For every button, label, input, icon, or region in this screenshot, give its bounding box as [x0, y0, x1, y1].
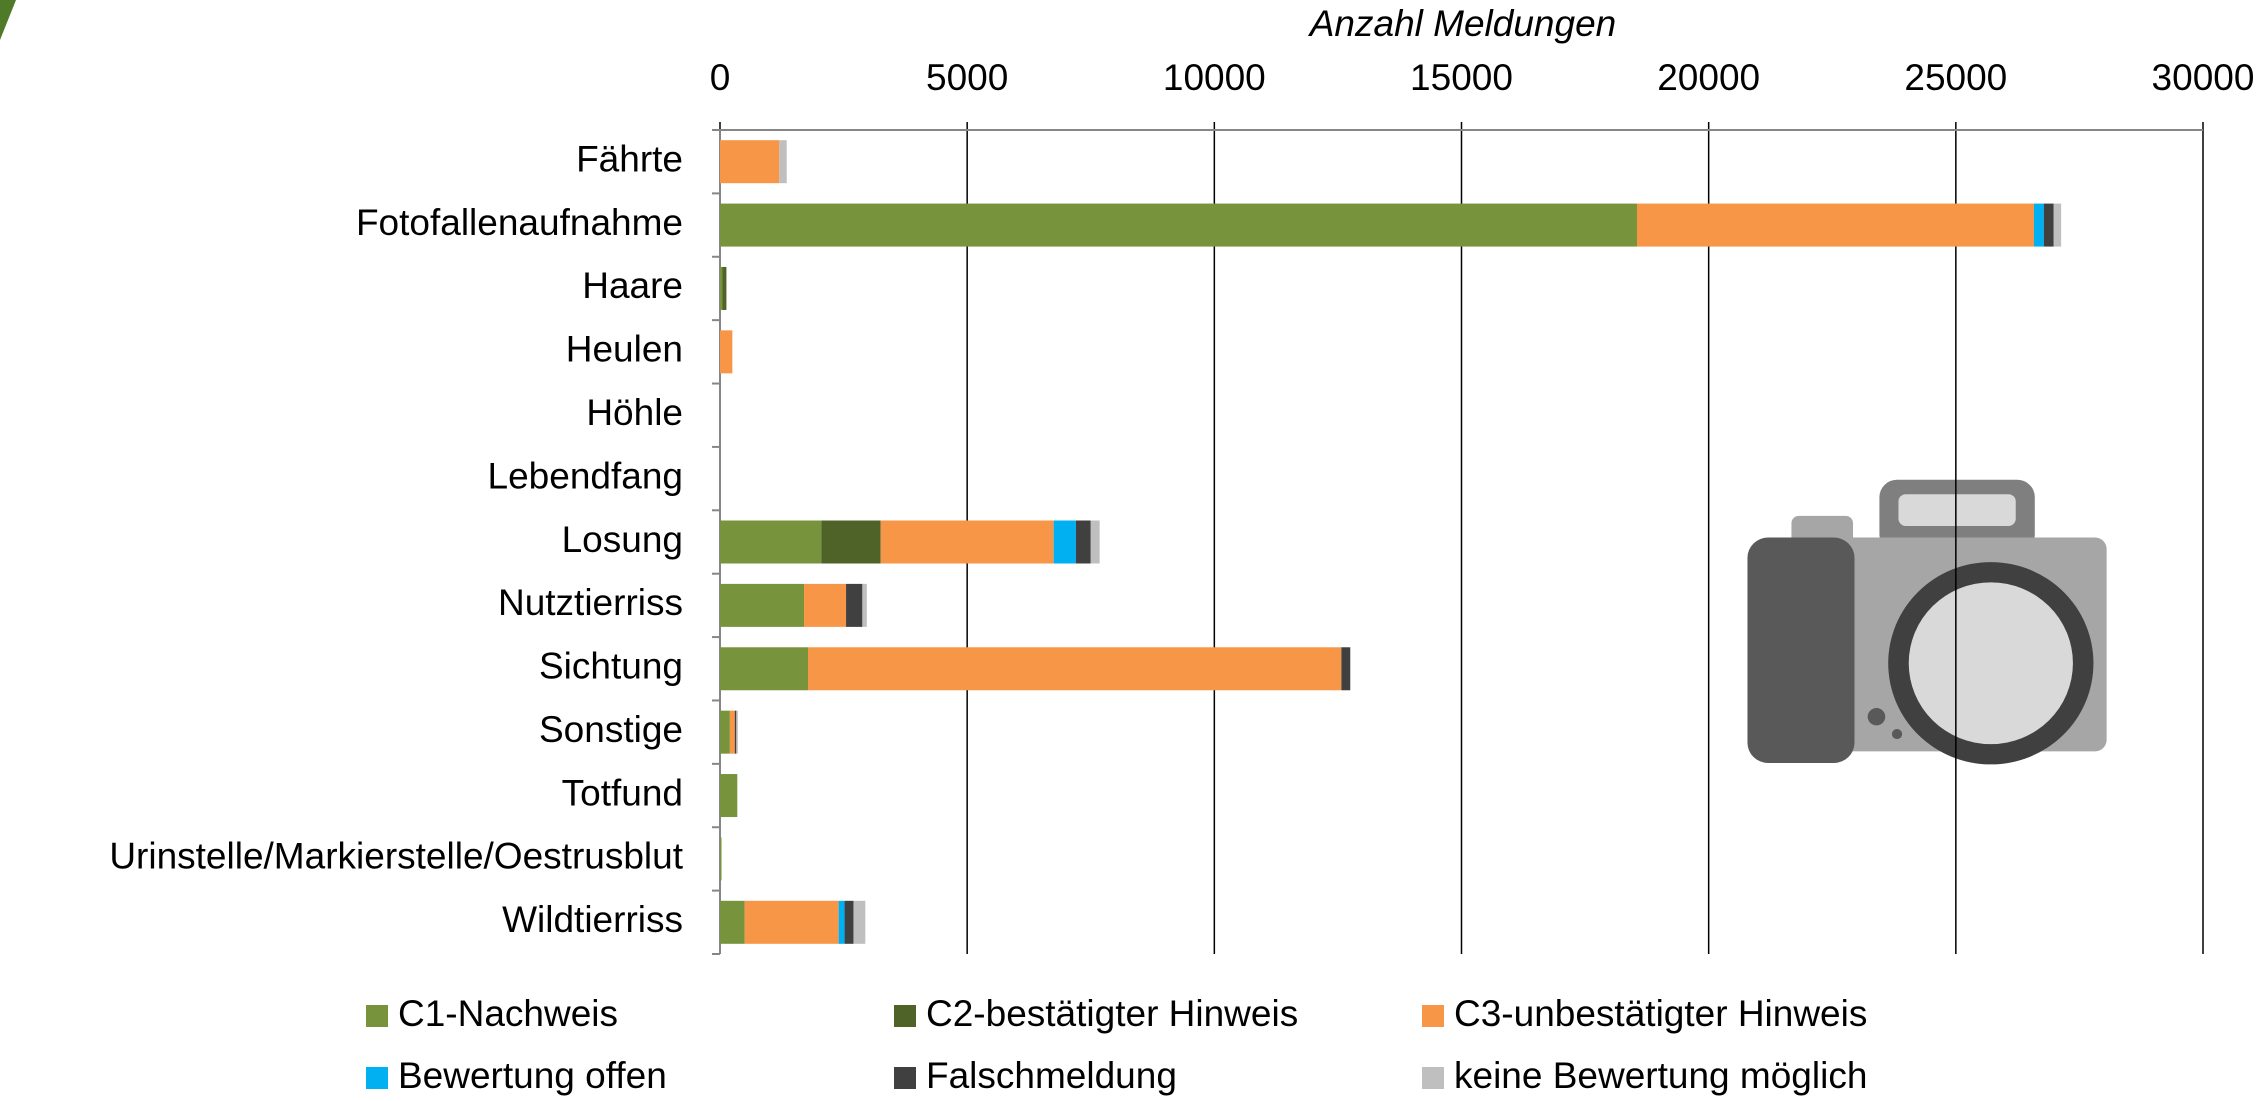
bar-segment — [844, 900, 854, 944]
bar-segment — [807, 647, 1342, 691]
y-tick-label: Wildtierriss — [502, 899, 683, 940]
x-tick-label: 10000 — [1163, 57, 1266, 98]
y-tick-label: Fährte — [576, 138, 683, 179]
bar-segment — [720, 774, 738, 818]
legend-label: C1-Nachweis — [398, 993, 618, 1034]
bar-segment — [2033, 203, 2044, 247]
legend-swatch — [366, 1005, 388, 1027]
y-tick-label: Sichtung — [539, 646, 683, 687]
y-tick-label: Heulen — [566, 329, 683, 370]
bar-segment — [734, 710, 737, 754]
y-tick-label: Totfund — [562, 772, 683, 813]
bar-segment — [1341, 647, 1351, 691]
bar-segment — [720, 140, 780, 184]
legend-swatch — [1422, 1067, 1444, 1089]
legend-swatch — [366, 1067, 388, 1089]
x-tick-label: 20000 — [1657, 57, 1760, 98]
legend-swatch — [894, 1005, 916, 1027]
x-tick-label: 0 — [710, 57, 731, 98]
y-tick-label: Nutztierriss — [498, 582, 683, 623]
x-axis-title: Anzahl Meldungen — [1308, 3, 1617, 44]
bar-segment — [729, 710, 735, 754]
x-tick-label: 30000 — [2152, 57, 2255, 98]
legend-swatch — [894, 1067, 916, 1089]
bar-segment — [2043, 203, 2054, 247]
y-tick-label: Lebendfang — [488, 455, 683, 496]
bar-segment — [736, 710, 738, 754]
camera-icon — [1747, 479, 2107, 765]
bar-segment — [720, 647, 808, 691]
y-tick-label: Urinstelle/Markierstelle/Oestrusblut — [109, 836, 683, 877]
legend-label: Falschmeldung — [926, 1055, 1177, 1096]
bar-segment — [720, 837, 722, 881]
bar-segment — [846, 583, 863, 627]
y-tick-label: Haare — [582, 265, 683, 306]
x-tick-label: 5000 — [926, 57, 1008, 98]
bar-segment — [720, 330, 733, 374]
bar-segment — [804, 583, 847, 627]
bar-segment — [720, 900, 745, 944]
bar-segment — [720, 203, 1637, 247]
bar-segment — [720, 266, 723, 310]
bar-segment — [862, 583, 867, 627]
y-tick-label: Losung — [562, 519, 683, 560]
bar-segment — [720, 520, 822, 564]
y-tick-label: Fotofallenaufnahme — [356, 202, 683, 243]
corner-decoration — [0, 0, 16, 40]
bar-segment — [880, 520, 1054, 564]
bar-segment — [2053, 203, 2062, 247]
legend-swatch — [1422, 1005, 1444, 1027]
bar-segment — [1636, 203, 2034, 247]
y-tick-label: Sonstige — [539, 709, 683, 750]
bar-segment — [853, 900, 866, 944]
x-tick-label: 15000 — [1410, 57, 1513, 98]
x-tick-label: 25000 — [1904, 57, 2007, 98]
bar-segment — [1075, 520, 1091, 564]
legend-label: keine Bewertung möglich — [1454, 1055, 1867, 1096]
legend-label: C2-bestätigter Hinweis — [926, 993, 1298, 1034]
bar-segment — [1053, 520, 1076, 564]
bar-segment — [821, 520, 881, 564]
bar-segment — [838, 900, 845, 944]
bar-segment — [720, 710, 730, 754]
bar-segment — [779, 140, 787, 184]
legend-label: Bewertung offen — [398, 1055, 667, 1096]
bar-segment — [1090, 520, 1100, 564]
bar-segment — [744, 900, 839, 944]
legend-label: C3-unbestätigter Hinweis — [1454, 993, 1867, 1034]
y-tick-label: Höhle — [586, 392, 683, 433]
bar-segment — [720, 583, 805, 627]
bar-segment — [722, 266, 727, 310]
